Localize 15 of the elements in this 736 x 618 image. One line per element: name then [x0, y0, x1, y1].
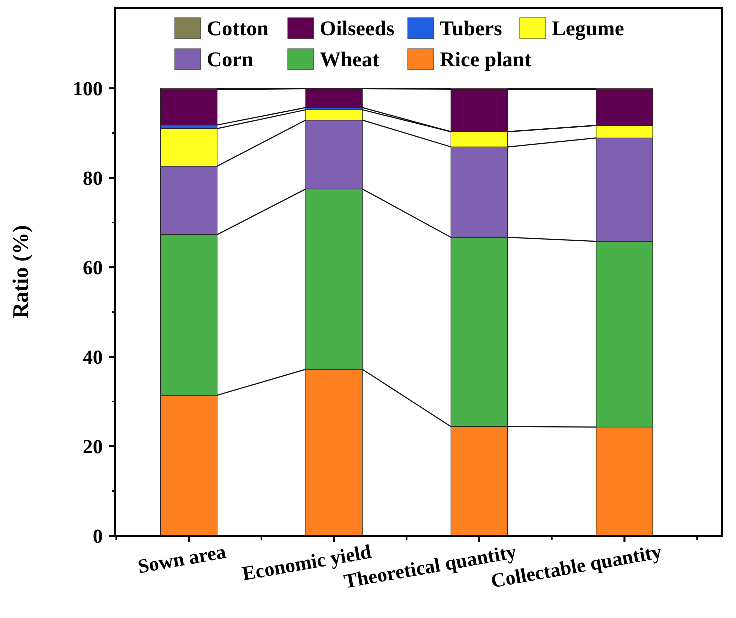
legend-label: Legume	[552, 16, 624, 40]
legend-label: Rice plant	[440, 47, 532, 72]
legend-label: Oilseeds	[320, 16, 395, 40]
y-tick-label: 80	[83, 168, 103, 190]
legend-label: Corn	[207, 47, 254, 72]
y-tick-label: 100	[73, 78, 103, 101]
legend-label: Wheat	[320, 47, 380, 72]
legend-label: Tubers	[440, 16, 502, 40]
y-tick-label: 60	[83, 258, 103, 280]
x-tick-label: Sown area	[136, 541, 228, 578]
legend-label: Cotton	[207, 16, 270, 40]
y-axis-title: Ratio (%)	[8, 225, 33, 319]
y-tick-label: 20	[83, 436, 103, 459]
y-tick-label: 0	[93, 526, 103, 548]
y-tick-label: 40	[83, 347, 103, 370]
